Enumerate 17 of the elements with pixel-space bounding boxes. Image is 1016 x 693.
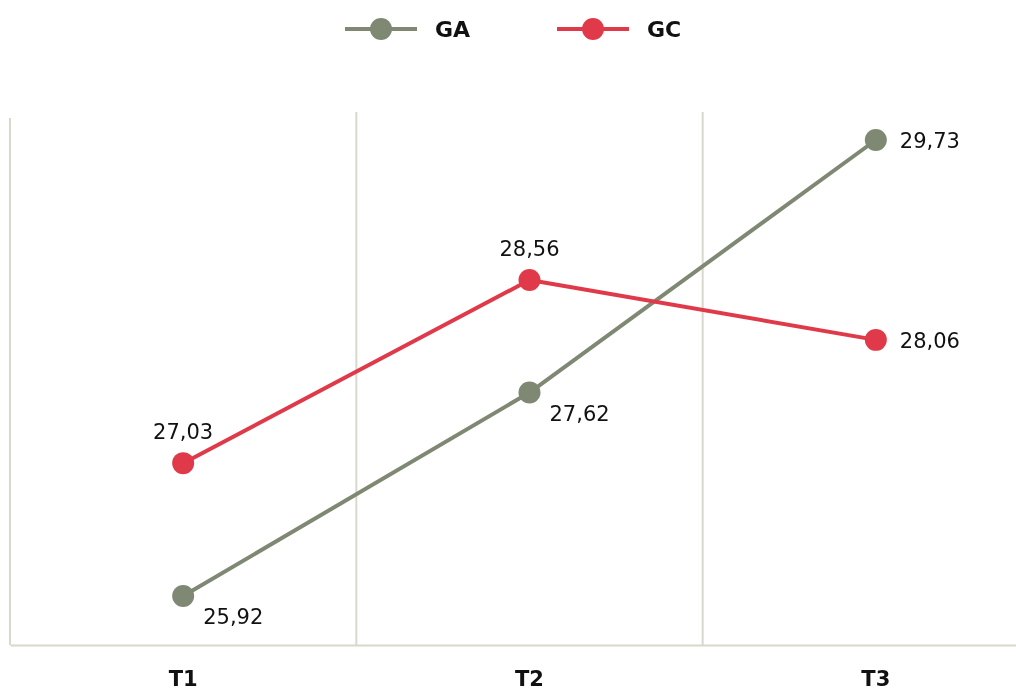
x-tick-label: T1 — [168, 666, 198, 691]
data-label: 25,92 — [203, 605, 264, 629]
x-tick-label: T3 — [861, 666, 891, 691]
data-label: 28,56 — [499, 237, 560, 262]
legend-label: GC — [647, 17, 682, 42]
point — [864, 129, 887, 151]
point — [172, 585, 195, 607]
data-label: 29,73 — [899, 129, 960, 153]
x-tick-label: T2 — [515, 666, 544, 691]
point — [172, 452, 195, 475]
point — [518, 381, 541, 404]
legend-label: GA — [435, 17, 471, 42]
point — [864, 328, 887, 351]
data-label: 28,06 — [899, 328, 960, 353]
data-label: 27,62 — [549, 401, 610, 426]
data-label: 27,03 — [153, 420, 214, 445]
point — [518, 269, 541, 292]
